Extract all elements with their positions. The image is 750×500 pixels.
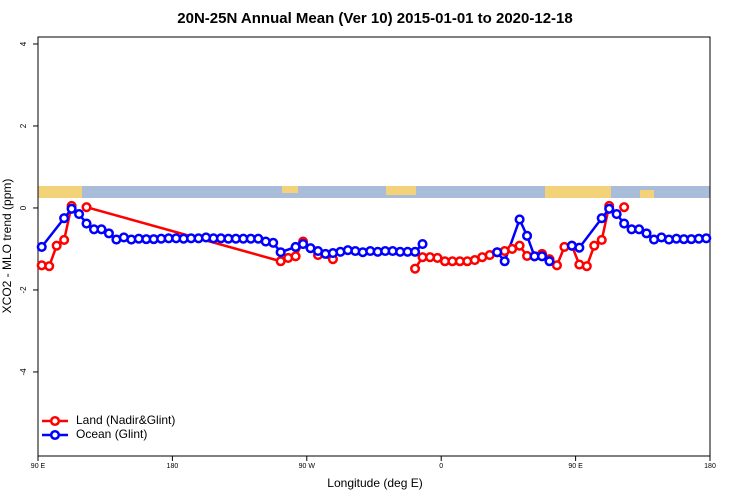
point bbox=[36, 241, 47, 252]
y-tick-label: 2 bbox=[19, 123, 28, 128]
x-tick-label: 90 E bbox=[568, 463, 583, 470]
point bbox=[81, 202, 92, 213]
point bbox=[701, 233, 712, 244]
point bbox=[268, 237, 279, 248]
point bbox=[410, 246, 421, 257]
point bbox=[51, 240, 62, 251]
point bbox=[499, 256, 510, 267]
point bbox=[81, 218, 92, 229]
point bbox=[514, 214, 525, 225]
point bbox=[641, 228, 652, 239]
point bbox=[596, 234, 607, 245]
point bbox=[536, 251, 548, 262]
y-tick-label: 0 bbox=[19, 205, 28, 210]
x-tick-label: 90 E bbox=[31, 463, 46, 470]
point bbox=[619, 218, 630, 229]
point bbox=[103, 228, 114, 239]
point bbox=[544, 256, 555, 267]
point bbox=[59, 234, 70, 245]
map-land bbox=[38, 186, 82, 198]
y-tick-label: -2 bbox=[19, 286, 28, 294]
point bbox=[417, 238, 428, 250]
point bbox=[298, 238, 309, 250]
x-axis-label: Longitude (deg E) bbox=[327, 476, 422, 490]
legend-label: Land (Nadir&Glint) bbox=[76, 413, 175, 427]
point bbox=[604, 203, 615, 214]
point bbox=[581, 261, 592, 272]
map-land bbox=[282, 186, 298, 193]
point bbox=[522, 230, 533, 241]
point bbox=[410, 263, 421, 274]
legend-marker bbox=[49, 415, 61, 427]
legend-marker bbox=[49, 429, 61, 441]
point bbox=[275, 247, 286, 258]
x-tick-label: 180 bbox=[167, 463, 179, 470]
x-tick-label: 0 bbox=[439, 463, 443, 470]
y-tick-label: 4 bbox=[19, 41, 28, 46]
chart-title: 20N-25N Annual Mean (Ver 10) 2015-01-01 … bbox=[177, 10, 572, 27]
point bbox=[59, 213, 70, 224]
point bbox=[492, 247, 503, 258]
point bbox=[74, 209, 85, 220]
point bbox=[574, 242, 585, 253]
point bbox=[514, 240, 525, 251]
map-strip bbox=[38, 186, 710, 198]
point bbox=[66, 203, 77, 214]
map-land bbox=[545, 186, 611, 198]
point bbox=[551, 260, 562, 271]
map-ocean bbox=[38, 186, 710, 198]
point bbox=[589, 240, 600, 251]
point bbox=[96, 224, 107, 235]
y-axis-label: XCO2 - MLO trend (ppm) bbox=[0, 179, 14, 314]
map-land bbox=[640, 190, 654, 198]
point bbox=[611, 209, 622, 220]
map-land bbox=[386, 186, 416, 195]
point bbox=[290, 251, 301, 262]
x-tick-label: 90 W bbox=[299, 463, 316, 470]
point bbox=[44, 261, 55, 272]
point bbox=[619, 202, 630, 213]
legend-label: Ocean (Glint) bbox=[76, 427, 147, 441]
x-tick-label: 180 bbox=[704, 463, 716, 470]
point bbox=[596, 213, 607, 224]
y-tick-label: -4 bbox=[19, 368, 28, 376]
point bbox=[634, 224, 645, 235]
